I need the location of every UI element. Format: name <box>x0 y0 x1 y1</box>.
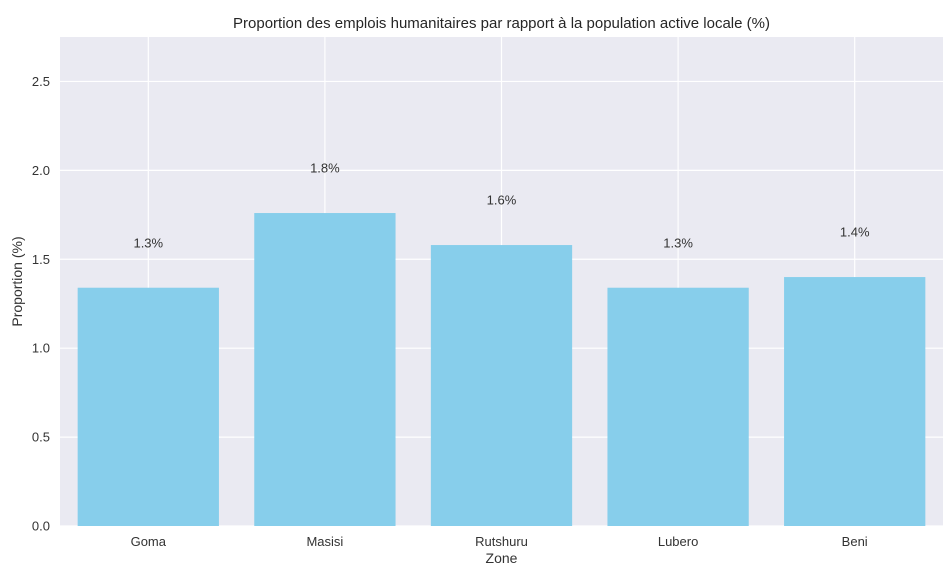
chart-title: Proportion des emplois humanitaires par … <box>233 15 770 32</box>
x-axis-label: Zone <box>486 550 518 565</box>
y-axis-label: Proportion (%) <box>9 236 25 326</box>
bar-masisi <box>254 213 396 527</box>
x-tick-label: Goma <box>131 534 167 549</box>
y-tick-label: 2.5 <box>32 74 50 89</box>
x-axis-ticks: Goma Masisi Rutshuru Lubero Beni <box>131 534 868 549</box>
bars <box>77 213 926 527</box>
y-tick-label: 0.5 <box>32 430 50 445</box>
bar-value-label: 1.3% <box>133 235 163 250</box>
y-tick-label: 2.0 <box>32 163 50 178</box>
y-tick-label: 1.5 <box>32 252 50 267</box>
bar-value-label: 1.6% <box>487 193 517 208</box>
y-tick-label: 0.0 <box>32 519 50 534</box>
bar-value-label: 1.3% <box>663 235 693 250</box>
data-labels: 1.3% 1.8% 1.6% 1.3% 1.4% <box>133 161 869 251</box>
bar-beni <box>784 277 926 526</box>
x-tick-label: Lubero <box>658 534 698 549</box>
bar-goma <box>77 287 219 526</box>
bar-rutshuru <box>430 245 573 526</box>
y-axis-ticks: 0.0 0.5 1.0 1.5 2.0 2.5 <box>32 74 50 534</box>
x-tick-label: Beni <box>842 534 868 549</box>
x-tick-label: Rutshuru <box>475 534 528 549</box>
bar-value-label: 1.8% <box>310 161 340 176</box>
bar-lubero <box>607 287 749 526</box>
y-tick-label: 1.0 <box>32 341 50 356</box>
x-tick-label: Masisi <box>306 534 343 549</box>
bar-value-label: 1.4% <box>840 225 870 240</box>
